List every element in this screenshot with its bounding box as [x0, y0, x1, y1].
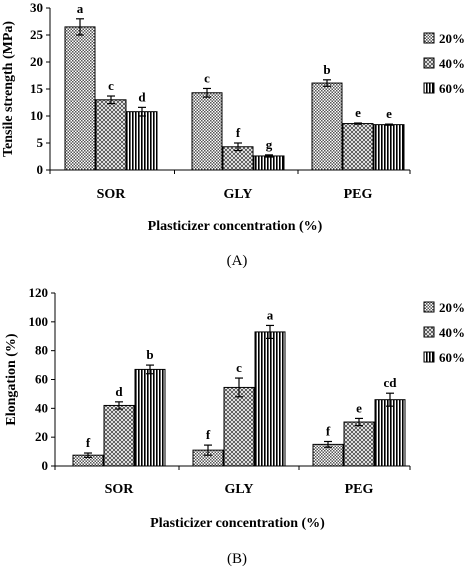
- y-tick-label: 100: [29, 314, 49, 329]
- bar-sor-60pct: [134, 368, 166, 467]
- bar-peg-60pct: [373, 124, 405, 171]
- bar-gly-20pct: [191, 92, 223, 171]
- y-tick-label: 0: [37, 162, 44, 177]
- panel-b-caption: (B): [227, 551, 247, 567]
- legend-swatch: [423, 301, 435, 313]
- legend-label: 60%: [439, 81, 465, 96]
- bar-gly-60pct: [254, 331, 286, 467]
- significance-label: a: [77, 1, 84, 16]
- y-tick-label: 0: [42, 458, 49, 473]
- significance-label: e: [355, 105, 361, 120]
- significance-label: b: [323, 62, 330, 77]
- y-tick-label: 20: [35, 429, 48, 444]
- significance-label: e: [356, 400, 362, 415]
- significance-label: d: [138, 89, 146, 104]
- y-tick-label: 30: [30, 0, 43, 15]
- panel-a-caption: (A): [227, 253, 248, 269]
- category-label: SOR: [105, 482, 135, 497]
- category-label: PEG: [345, 482, 374, 497]
- legend-label: 60%: [439, 350, 465, 365]
- significance-label: a: [267, 307, 274, 322]
- category-label: PEG: [344, 187, 373, 202]
- panel-a-tensile-chart: 0 5 10 15 20 25 30 a c d SOR c f g GLY b e e PEG Plasticize…: [1, 0, 465, 234]
- significance-label: c: [108, 78, 114, 93]
- significance-label: f: [326, 423, 331, 438]
- bar-peg-40pct: [342, 123, 374, 171]
- y-tick-label: 10: [30, 108, 43, 123]
- x-axis-title: Plasticizer concentration (%): [148, 219, 323, 234]
- y-tick-label: 5: [37, 135, 44, 150]
- legend-swatch: [423, 82, 435, 94]
- significance-label: f: [236, 125, 241, 140]
- category-label: GLY: [223, 187, 252, 202]
- y-axis-title: Elongation (%): [4, 333, 19, 426]
- bar-sor-60pct: [126, 111, 158, 171]
- bar-sor-40pct: [95, 99, 127, 171]
- y-tick-label: 60: [35, 372, 48, 387]
- significance-label: g: [266, 137, 273, 152]
- significance-label: b: [146, 347, 153, 362]
- y-axis-title: Tensile strength (MPa): [1, 21, 16, 157]
- significance-label: f: [206, 427, 211, 442]
- legend-label: 20%: [439, 300, 465, 315]
- y-tick-label: 25: [30, 27, 44, 42]
- bar-peg-40pct: [343, 421, 375, 467]
- x-axis-title: Plasticizer concentration (%): [150, 516, 325, 531]
- y-tick-label: 40: [35, 400, 48, 415]
- significance-label: d: [115, 384, 123, 399]
- bar-sor-40pct: [103, 404, 135, 467]
- bar-peg-60pct: [374, 399, 406, 467]
- legend-label: 40%: [439, 325, 465, 340]
- y-tick-label: 120: [29, 285, 49, 300]
- category-label: SOR: [97, 187, 127, 202]
- bar-gly-60pct: [253, 155, 285, 171]
- legend-swatch: [423, 326, 435, 338]
- y-tick-label: 15: [30, 81, 44, 96]
- legend-swatch: [423, 57, 435, 69]
- category-label: GLY: [224, 482, 253, 497]
- significance-label: c: [236, 360, 242, 375]
- legend-swatch: [423, 351, 435, 363]
- significance-label: e: [386, 106, 392, 121]
- legend-swatch: [423, 32, 435, 44]
- significance-label: cd: [384, 375, 398, 390]
- panel-b-elongation-chart: 0 20 40 60 80 100 120 f d b SOR f c a GLY f e cd PEG Plasti…: [4, 285, 465, 531]
- legend-label: 40%: [439, 56, 465, 71]
- bar-peg-20pct: [311, 82, 343, 171]
- y-tick-label: 20: [30, 54, 43, 69]
- legend-label: 20%: [439, 31, 465, 46]
- bar-gly-40pct: [223, 386, 255, 467]
- significance-label: f: [86, 435, 91, 450]
- bar-sor-20pct: [64, 26, 96, 171]
- significance-label: c: [204, 70, 210, 85]
- y-tick-label: 80: [35, 343, 48, 358]
